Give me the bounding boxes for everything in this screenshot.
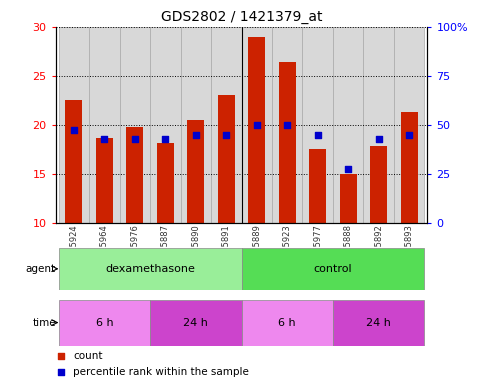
Bar bbox=[58, 300, 150, 346]
Point bbox=[344, 166, 352, 172]
Bar bbox=[150, 27, 181, 223]
Point bbox=[192, 131, 199, 138]
Bar bbox=[248, 36, 265, 223]
Bar bbox=[394, 27, 425, 223]
Bar bbox=[150, 300, 242, 346]
Point bbox=[222, 131, 230, 138]
Point bbox=[57, 353, 65, 359]
Bar bbox=[333, 300, 425, 346]
Bar bbox=[363, 27, 394, 223]
Bar bbox=[58, 248, 242, 290]
Point bbox=[253, 122, 261, 128]
Point bbox=[131, 136, 139, 142]
Bar bbox=[157, 143, 174, 223]
Bar bbox=[127, 127, 143, 223]
Text: 6 h: 6 h bbox=[96, 318, 113, 328]
Point bbox=[57, 369, 65, 375]
Text: agent: agent bbox=[26, 264, 56, 274]
Bar bbox=[309, 149, 326, 223]
Text: time: time bbox=[32, 318, 56, 328]
Bar bbox=[272, 27, 302, 223]
Bar bbox=[242, 248, 425, 290]
Bar bbox=[302, 27, 333, 223]
Title: GDS2802 / 1421379_at: GDS2802 / 1421379_at bbox=[161, 10, 322, 25]
Point bbox=[284, 122, 291, 128]
Text: percentile rank within the sample: percentile rank within the sample bbox=[73, 367, 249, 377]
Bar bbox=[340, 174, 356, 223]
Bar bbox=[120, 27, 150, 223]
Text: count: count bbox=[73, 351, 102, 361]
Bar bbox=[401, 112, 417, 223]
Bar bbox=[66, 100, 82, 223]
Point bbox=[161, 136, 169, 142]
Point bbox=[375, 136, 383, 142]
Text: dexamethasone: dexamethasone bbox=[105, 264, 195, 274]
Text: 24 h: 24 h bbox=[184, 318, 208, 328]
Bar bbox=[242, 300, 333, 346]
Bar bbox=[187, 120, 204, 223]
Text: 6 h: 6 h bbox=[278, 318, 296, 328]
Bar bbox=[370, 146, 387, 223]
Bar bbox=[181, 27, 211, 223]
Point bbox=[405, 131, 413, 138]
Bar bbox=[279, 62, 296, 223]
Bar bbox=[218, 95, 235, 223]
Bar bbox=[58, 27, 89, 223]
Bar bbox=[211, 27, 242, 223]
Text: 24 h: 24 h bbox=[366, 318, 391, 328]
Point bbox=[70, 127, 78, 133]
Point bbox=[314, 131, 322, 138]
Bar bbox=[96, 137, 113, 223]
Text: control: control bbox=[313, 264, 352, 274]
Point bbox=[100, 136, 108, 142]
Bar bbox=[242, 27, 272, 223]
Bar bbox=[333, 27, 363, 223]
Bar bbox=[89, 27, 120, 223]
